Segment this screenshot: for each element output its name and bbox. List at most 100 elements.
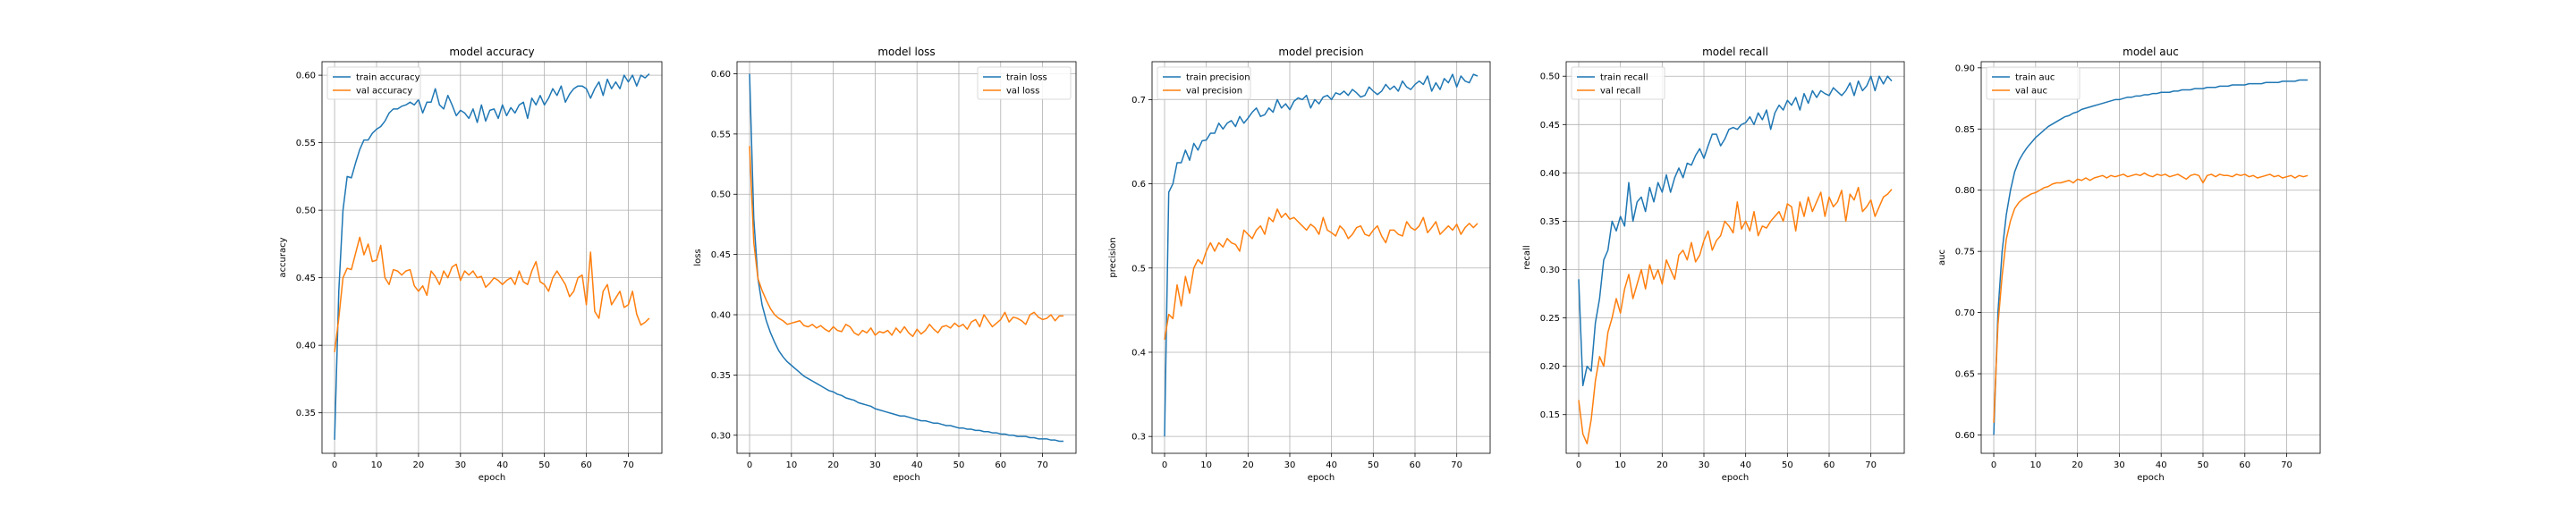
x-tick-label: 50	[538, 460, 550, 470]
y-axis-label: precision	[1108, 237, 1118, 277]
y-tick-label: 0.3	[1131, 433, 1146, 443]
y-tick-label: 0.35	[711, 371, 731, 381]
y-tick-label: 0.6	[1131, 180, 1146, 190]
legend: train recall val recall	[1571, 66, 1665, 100]
legend: train accuracy val accuracy	[326, 66, 421, 100]
x-tick-label: 10	[2029, 460, 2041, 470]
x-tick-label: 30	[869, 460, 881, 470]
x-axis-label: epoch	[1308, 473, 1335, 483]
y-tick-label: 0.40	[296, 342, 316, 351]
y-tick-label: 0.35	[296, 409, 316, 418]
chart-title: model loss	[877, 46, 935, 58]
x-tick-label: 50	[953, 460, 965, 470]
x-tick-label: 20	[827, 460, 839, 470]
series-line-train	[1164, 73, 1479, 437]
legend-label-val: val accuracy	[356, 87, 412, 97]
legend-box	[1157, 66, 1251, 100]
x-tick-label: 70	[1037, 460, 1048, 470]
x-tick-label: 0	[332, 460, 337, 470]
y-tick-label: 0.55	[711, 130, 731, 139]
y-tick-label: 0.60	[1955, 431, 1975, 441]
x-tick-label: 30	[454, 460, 466, 470]
axes-frame	[1565, 61, 1905, 454]
chart-panel-1: 0 10 20 30 40 50 60 70 0.35 0.40 0.45 0.50 0.55 0.60 m…	[278, 46, 663, 483]
legend: train precision val precision	[1157, 66, 1251, 100]
y-tick-label: 0.15	[1540, 410, 1560, 420]
series-line-val	[1164, 208, 1479, 340]
y-tick-label: 0.85	[1955, 125, 1975, 135]
chart-title: model auc	[2123, 46, 2179, 58]
x-tick-label: 40	[1326, 460, 1337, 470]
x-tick-label: 50	[1782, 460, 1793, 470]
axes-frame	[1980, 61, 2321, 454]
x-tick-label: 20	[2072, 460, 2083, 470]
y-axis-label: accuracy	[278, 237, 288, 277]
y-tick-label: 0.65	[1955, 370, 1975, 380]
legend-label-val: val auc	[2015, 87, 2047, 97]
y-tick-label: 0.55	[296, 139, 316, 148]
series-line-val	[749, 146, 1063, 338]
axes-frame	[1151, 61, 1491, 454]
y-tick-label: 0.5	[1131, 264, 1146, 274]
legend-label-val: val precision	[1186, 87, 1242, 97]
x-tick-label: 10	[785, 460, 797, 470]
y-tick-label: 0.50	[711, 190, 731, 200]
series-line-train	[1578, 75, 1893, 387]
x-tick-label: 50	[2198, 460, 2209, 470]
x-axis-label: epoch	[1722, 473, 1749, 483]
x-tick-label: 40	[496, 460, 508, 470]
axes-frame	[736, 61, 1077, 454]
y-tick-label: 0.60	[711, 70, 731, 80]
y-tick-label: 0.40	[1540, 169, 1560, 179]
y-tick-label: 0.25	[1540, 314, 1560, 324]
legend: train auc val auc	[1986, 66, 2080, 100]
chart-panel-2: 0 10 20 30 40 50 60 70 0.30 0.35 0.40 0.45 0.50 0.55 0…	[693, 46, 1077, 483]
y-tick-label: 0.30	[1540, 266, 1560, 275]
x-tick-label: 20	[1242, 460, 1254, 470]
y-tick-label: 0.30	[711, 431, 731, 441]
x-tick-label: 30	[2114, 460, 2125, 470]
series-line-val	[1993, 172, 2309, 423]
y-tick-label: 0.35	[1540, 217, 1560, 227]
x-tick-label: 50	[1368, 460, 1379, 470]
x-tick-label: 20	[413, 460, 425, 470]
chart-title: model recall	[1702, 46, 1768, 58]
x-tick-label: 30	[1284, 460, 1296, 470]
x-tick-label: 40	[1740, 460, 1751, 470]
x-tick-label: 0	[1576, 460, 1581, 470]
series-line-train	[334, 73, 650, 440]
legend-label-train: train loss	[1006, 73, 1047, 83]
legend-label-train: train precision	[1186, 73, 1250, 83]
x-tick-label: 70	[623, 460, 634, 470]
x-tick-label: 0	[1991, 460, 1996, 470]
y-tick-label: 0.45	[296, 274, 316, 283]
x-tick-label: 40	[2156, 460, 2167, 470]
chart-panel-3: 0 10 20 30 40 50 60 70 0.3 0.4 0.5 0.6 0.7 model prec…	[1108, 46, 1491, 483]
y-tick-label: 0.45	[1540, 121, 1560, 131]
x-tick-label: 20	[1657, 460, 1668, 470]
legend-box	[326, 66, 421, 100]
chart-panel-5: 0 10 20 30 40 50 60 70 0.60 0.65 0.70 0.75 0.80 0.85 0…	[1937, 46, 2321, 483]
x-axis-label: epoch	[479, 473, 505, 483]
legend-label-train: train accuracy	[356, 73, 420, 83]
y-tick-label: 0.80	[1955, 186, 1975, 196]
x-tick-label: 60	[580, 460, 592, 470]
x-tick-label: 70	[1865, 460, 1877, 470]
axes-frame	[321, 61, 663, 454]
y-tick-label: 0.60	[296, 72, 316, 81]
y-tick-label: 0.50	[296, 207, 316, 216]
series-line-train	[749, 73, 1063, 443]
x-tick-label: 0	[1162, 460, 1167, 470]
y-tick-label: 0.50	[1540, 72, 1560, 82]
chart-title: model accuracy	[449, 46, 534, 58]
x-tick-label: 60	[995, 460, 1006, 470]
x-tick-label: 70	[1451, 460, 1462, 470]
x-tick-label: 40	[911, 460, 923, 470]
legend: train loss val loss	[977, 66, 1072, 100]
x-axis-label: epoch	[893, 473, 919, 483]
y-tick-label: 0.4	[1131, 348, 1146, 358]
chart-title: model precision	[1278, 46, 1363, 58]
series-line-train	[1993, 79, 2308, 435]
legend-label-val: val loss	[1006, 87, 1039, 97]
